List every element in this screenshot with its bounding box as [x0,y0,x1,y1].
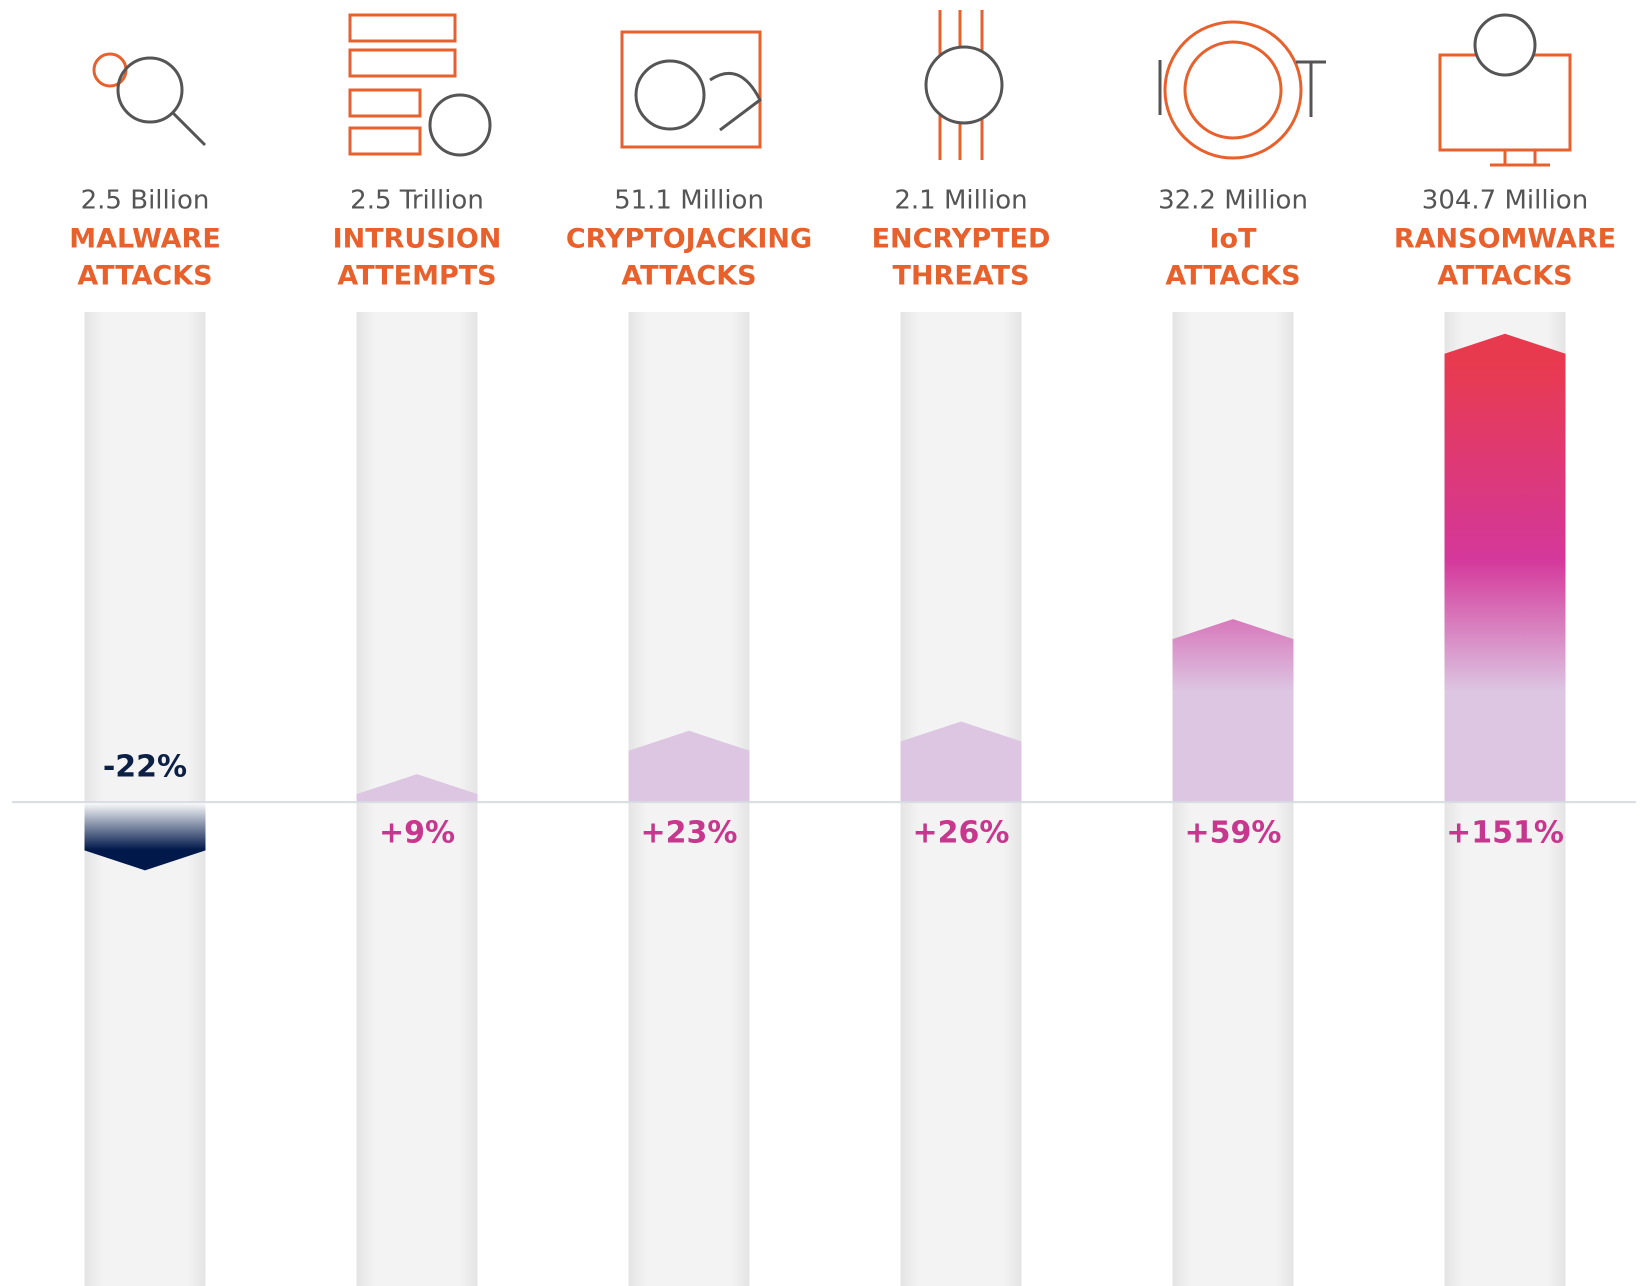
count-label: 32.2 Million [1158,186,1308,216]
count-label: 2.5 Trillion [350,186,484,216]
count-label: 304.7 Million [1422,186,1588,216]
category-label: IoT [1209,224,1257,255]
bar [900,721,1022,803]
value-label: +9% [379,816,455,851]
track [84,312,206,1286]
category-label: CRYPTOJACKING [566,224,812,255]
icons [92,10,1572,167]
bar [1172,619,1294,803]
value-label: +59% [1185,816,1282,851]
category-label: ATTACKS [1165,261,1300,292]
bar [1444,333,1566,803]
category-label: RANSOMWARE [1394,224,1616,255]
category-label: THREATS [893,261,1030,292]
count-label: 51.1 Million [614,186,764,216]
count-label: 2.1 Million [894,186,1027,216]
value-label: +23% [641,816,738,851]
bar [356,774,478,803]
category-label: MALWARE [69,224,221,255]
bar [628,730,750,803]
category-label: ATTACKS [77,261,212,292]
value-label: +26% [913,816,1010,851]
category-label: INTRUSION [333,224,502,255]
category-label: ATTEMPTS [337,261,496,292]
bar [84,802,206,871]
category-label: ATTACKS [1437,261,1572,292]
category-label: ENCRYPTED [872,224,1051,255]
count-label: 2.5 Billion [81,186,210,216]
value-label: +151% [1446,816,1564,851]
value-label: -22% [103,750,187,785]
category-label: ATTACKS [621,261,756,292]
